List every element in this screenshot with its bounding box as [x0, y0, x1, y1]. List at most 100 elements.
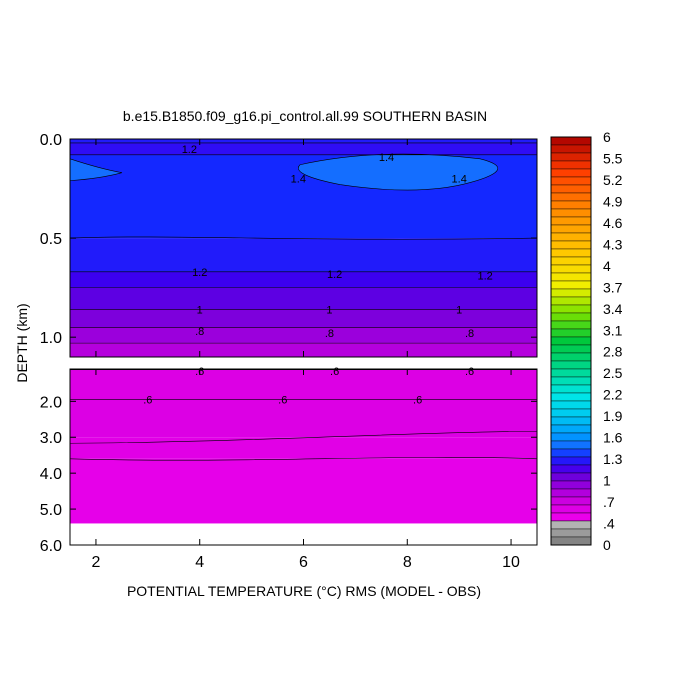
upper_panel-contour-label: 1.4: [379, 152, 394, 164]
upper-band-4: [70, 271, 537, 288]
colorbar-label: 5.5: [603, 150, 623, 166]
upper-band-5: [70, 287, 537, 310]
lower_panel-contour-label: .6: [278, 395, 287, 407]
colorbar-swatch: [550, 440, 592, 450]
colorbar-swatch: [550, 360, 592, 370]
upper_panel-contour-label: .8: [325, 328, 334, 340]
upper_panel-contour-label: 1: [197, 304, 203, 316]
colorbar-swatch: [550, 472, 592, 482]
y-tick-label: 2.0: [40, 394, 62, 411]
upper_panel-contour-label: 1.4: [291, 174, 306, 186]
colorbar-label: .4: [603, 516, 615, 532]
colorbar-label: .7: [603, 494, 615, 510]
colorbar-label: 6: [603, 129, 611, 145]
colorbar-label: 0: [603, 537, 611, 553]
colorbar-label: 4.6: [603, 215, 623, 231]
colorbar-swatch: [550, 528, 592, 538]
colorbar-swatch: [550, 264, 592, 274]
colorbar-swatch: [550, 400, 592, 410]
colorbar-swatch: [550, 304, 592, 314]
y-axis-label: DEPTH (km): [14, 303, 30, 382]
colorbar-swatch: [550, 328, 592, 338]
upper_panel-contour-label: 1.2: [477, 271, 492, 283]
upper-band-3: [70, 238, 537, 272]
lower-band-1: [70, 437, 537, 459]
chart-title: b.e15.B1850.f09_g16.pi_control.all.99 SO…: [123, 108, 487, 124]
contour-region-right: [298, 153, 499, 191]
colorbar-swatch: [550, 216, 592, 226]
colorbar-swatch: [550, 272, 592, 282]
colorbar-swatch: [550, 496, 592, 506]
upper-band-7: [70, 327, 537, 344]
colorbar-label: 3.1: [603, 322, 623, 338]
y-tick-label: 5.0: [40, 502, 62, 519]
y-tick-label: 3.0: [40, 430, 62, 447]
colorbar-swatch: [550, 408, 592, 418]
colorbar: 6 5.5 5.2 4.9 4.6 4.3 4 3.7 3.4 3.1 2.8 2.5 2.2 1.9 1.…: [550, 129, 623, 553]
colorbar-label: 4: [603, 258, 611, 274]
colorbar-label: 4.9: [603, 193, 623, 209]
x-tick-label: 6: [299, 554, 308, 571]
colorbar-swatch: [550, 248, 592, 258]
upper_panel-contour-label: .8: [195, 326, 204, 338]
x-tick-label: 2: [91, 554, 100, 571]
upper_panel-contour-label: 1.4: [452, 174, 467, 186]
colorbar-label: 4.3: [603, 236, 623, 252]
axes: 0.0 0.5 1.0 2.0 3.0 4.0 5.0 6.0 2 4 6 8 10: [40, 132, 538, 571]
colorbar-label: 3.7: [603, 279, 623, 295]
x-tick-label: 4: [195, 554, 204, 571]
colorbar-label: 2.8: [603, 344, 623, 360]
colorbar-swatch: [550, 288, 592, 298]
colorbar-swatch: [550, 184, 592, 194]
colorbar-swatch: [550, 520, 592, 530]
colorbar-swatch: [550, 536, 592, 546]
colorbar-swatch: [550, 168, 592, 178]
colorbar-swatch: [550, 448, 592, 458]
colorbar-swatch: [550, 144, 592, 154]
upper_panel-contour-label: 1: [326, 304, 332, 316]
colorbar-swatch: [550, 256, 592, 266]
y-tick-label: 1.0: [40, 330, 62, 347]
colorbar-label: 1.9: [603, 408, 623, 424]
colorbar-swatch: [550, 280, 592, 290]
colorbar-label: 5.2: [603, 172, 623, 188]
contour-labels: 1.21.41.4 1.41.2 1.2 1.21 1 1.8.8.8.6.6.6.6.6…: [143, 144, 493, 407]
colorbar-swatch: [550, 176, 592, 186]
colorbar-swatch: [550, 512, 592, 522]
colorbar-swatch: [550, 296, 592, 306]
upper_panel-contour-label: 1.2: [327, 269, 342, 281]
colorbar-swatch: [550, 224, 592, 234]
colorbar-label: 1: [603, 473, 611, 489]
lower-contour-line: [69, 398, 538, 401]
lower_panel-contour-label: .6: [413, 395, 422, 407]
colorbar-swatch: [550, 432, 592, 442]
upper-band-6: [70, 309, 537, 328]
colorbar-swatch: [550, 376, 592, 386]
colorbar-swatch: [550, 384, 592, 394]
colorbar-label: 2.5: [603, 365, 623, 381]
colorbar-swatch: [550, 136, 592, 146]
colorbar-swatch: [550, 208, 592, 218]
upper_panel-contour-label: 1: [456, 304, 462, 316]
lower-band-2: [70, 458, 537, 524]
colorbar-swatch: [550, 368, 592, 378]
colorbar-swatch: [550, 152, 592, 162]
upper-panel: [69, 139, 538, 357]
colorbar-swatch: [550, 504, 592, 514]
colorbar-label: 1.6: [603, 430, 623, 446]
colorbar-swatch: [550, 344, 592, 354]
contour-region-left: [69, 158, 123, 181]
colorbar-swatch: [550, 464, 592, 474]
colorbar-swatch: [550, 336, 592, 346]
lower-band-0: [70, 369, 537, 438]
lower-contour-line: [69, 430, 538, 444]
colorbar-label: 3.4: [603, 301, 623, 317]
colorbar-swatch: [550, 192, 592, 202]
x-axis-label: POTENTIAL TEMPERATURE (°C) RMS (MODEL - …: [127, 583, 481, 599]
colorbar-swatch: [550, 320, 592, 330]
colorbar-swatch: [550, 416, 592, 426]
lower_panel-contour-label: .6: [465, 366, 474, 378]
colorbar-swatch: [550, 480, 592, 490]
upper_panel-contour-label: .8: [465, 328, 474, 340]
